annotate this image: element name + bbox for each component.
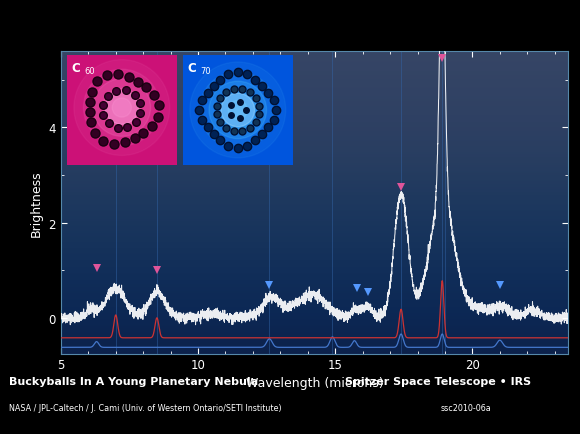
FancyBboxPatch shape	[60, 49, 184, 173]
Text: NASA / JPL-Caltech / J. Cami (Univ. of Western Ontario/SETI Institute): NASA / JPL-Caltech / J. Cami (Univ. of W…	[9, 403, 281, 412]
Circle shape	[228, 101, 248, 120]
Circle shape	[221, 94, 255, 128]
Text: Buckyballs In A Young Planetary Nebula: Buckyballs In A Young Planetary Nebula	[9, 376, 258, 386]
Y-axis label: Brightness: Brightness	[30, 170, 43, 236]
Text: Spitzer Space Telescope • IRS: Spitzer Space Telescope • IRS	[345, 376, 531, 386]
Circle shape	[209, 82, 267, 139]
Circle shape	[74, 60, 170, 156]
Circle shape	[105, 92, 139, 125]
Circle shape	[112, 99, 132, 118]
Circle shape	[84, 70, 160, 147]
Circle shape	[93, 79, 151, 137]
Circle shape	[103, 89, 141, 128]
Circle shape	[200, 72, 276, 149]
Text: C: C	[187, 62, 196, 75]
Text: 60: 60	[85, 66, 95, 76]
Circle shape	[190, 63, 286, 158]
Circle shape	[219, 92, 257, 130]
Text: C: C	[71, 62, 80, 75]
FancyBboxPatch shape	[176, 49, 300, 173]
Text: 70: 70	[201, 66, 211, 76]
Text: ssc2010-06a: ssc2010-06a	[441, 403, 492, 412]
X-axis label: Wavelength (microns): Wavelength (microns)	[246, 376, 383, 389]
